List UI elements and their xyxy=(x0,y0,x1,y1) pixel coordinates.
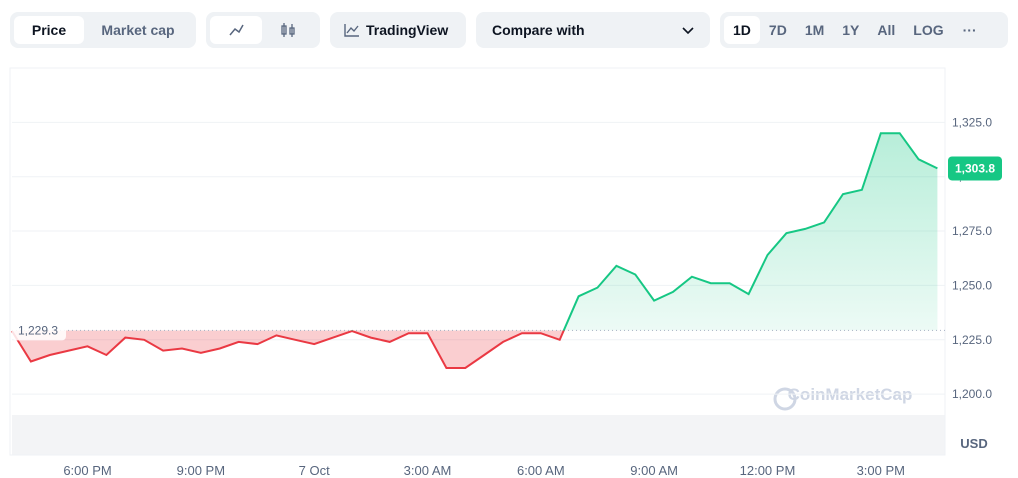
range-button[interactable]: 7D xyxy=(768,22,787,38)
x-tick-label: 9:00 PM xyxy=(177,463,225,478)
price-tab[interactable]: Price xyxy=(14,16,84,44)
plot-border xyxy=(9,67,946,456)
compare-select[interactable]: Compare with xyxy=(476,12,710,48)
range-toggle: 1D 7D 1M 1Y All LOG ··· xyxy=(720,12,1008,48)
chart-style xyxy=(206,12,320,48)
tradingview-label: TradingView xyxy=(366,22,449,38)
y-tick-label: 1,200.0 xyxy=(952,387,992,401)
x-tick-label: 12:00 PM xyxy=(740,463,796,478)
volume-band xyxy=(12,415,945,455)
compare-label: Compare with xyxy=(492,22,585,38)
range-button[interactable]: 1D xyxy=(724,16,760,44)
x-tick-label: 3:00 PM xyxy=(857,463,905,478)
candle-icon[interactable] xyxy=(262,16,314,44)
more-button[interactable]: ··· xyxy=(962,22,977,38)
x-tick-label: 6:00 PM xyxy=(63,463,111,478)
x-tick-label: 3:00 AM xyxy=(404,463,452,478)
baseline-tag xyxy=(12,320,66,341)
x-tick-label: 9:00 AM xyxy=(630,463,678,478)
y-tick-label: 1,250.0 xyxy=(952,278,992,292)
range-button[interactable]: 1Y xyxy=(842,22,860,38)
range-button[interactable]: 1M xyxy=(804,22,825,38)
area xyxy=(12,133,938,368)
tradingview-button[interactable]: TradingView xyxy=(330,12,466,48)
y-tick-label: 1,275.0 xyxy=(952,224,992,238)
line-icon[interactable] xyxy=(210,16,262,44)
y-tick-label: 1,225.0 xyxy=(952,333,992,347)
x-tick-label: 7 Oct xyxy=(299,463,330,478)
price-line xyxy=(11,132,938,369)
watermark-logo xyxy=(773,387,797,411)
range-button[interactable]: LOG xyxy=(913,22,944,38)
market-cap-tab[interactable]: Market cap xyxy=(101,22,175,38)
last-price-label: 1,303.8 xyxy=(955,161,995,175)
last-price-tag xyxy=(948,156,1002,181)
y-tick-label: 1,325.0 xyxy=(952,115,992,129)
range-button[interactable]: All xyxy=(877,22,896,38)
x-tick-label: 6:00 AM xyxy=(517,463,565,478)
currency-label: USD xyxy=(960,436,987,451)
view-toggle: Price Market cap xyxy=(10,12,196,48)
baseline-label: 1,229.3 xyxy=(18,323,58,337)
